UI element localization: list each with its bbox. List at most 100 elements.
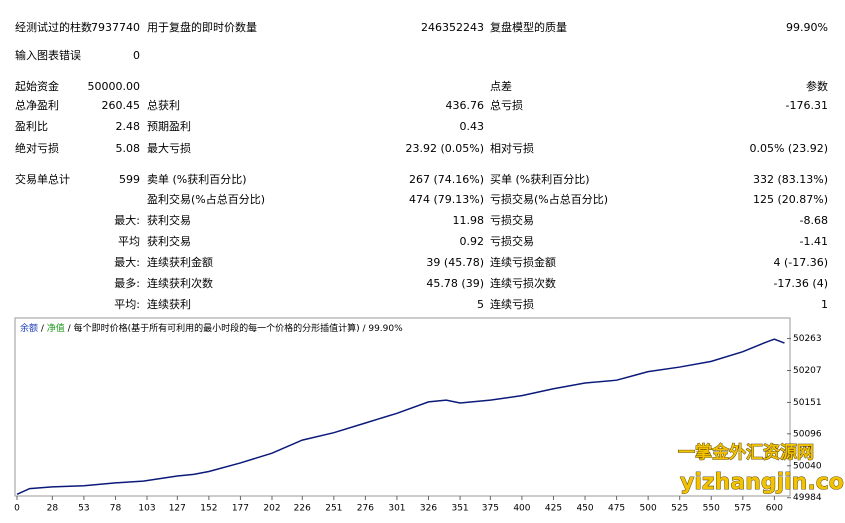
y-tick-label: 50207 [793,366,822,376]
value-cell: 2.48 [115,120,141,133]
value-cell: 最大: [114,214,140,227]
value-cell: 最大: [114,256,140,269]
quality: 99.90% [368,324,403,334]
label-cell: 最大亏损 [147,142,191,155]
label-cell: 连续获利金额 [147,256,213,269]
label-cell: 预期盈利 [147,120,191,133]
y-tick-label: 49984 [793,493,822,503]
x-tick-label: 0 [14,504,20,514]
label-cell: 买单 (%获利百分比) [490,173,590,186]
x-tick-label: 475 [608,504,625,514]
label-cell: 盈利交易(%占总百分比) [147,193,266,206]
value-cell: 7937740 [91,21,140,34]
value-cell: 332 (83.13%) [752,173,828,186]
balance-line [16,338,785,495]
value-cell: 246352243 [421,21,484,34]
value-cell: 436.76 [445,99,485,112]
x-tick-label: 226 [294,504,311,514]
label-cell: 获利交易 [147,235,191,248]
value-cell: 平均 [118,235,140,248]
value-cell: -8.68 [799,214,828,227]
x-tick-label: 550 [703,504,720,514]
x-tick-label: 177 [232,504,249,514]
x-tick-label: 202 [263,504,280,514]
x-tick-label: 575 [734,504,751,514]
label-cell: 相对亏损 [490,142,534,155]
value-cell: 0.05% (23.92) [749,142,828,155]
value-cell: 5.08 [115,142,141,155]
value-cell: 99.90% [786,21,828,34]
x-tick-label: 276 [357,504,374,514]
value-cell: 39 (45.78) [426,256,484,269]
label-cell: 起始资金 [15,80,59,93]
legend-balance: 余额 [20,322,38,334]
plot-frame [14,317,791,497]
value-cell: 267 (74.16%) [408,173,484,186]
label-cell: 盈利比 [15,120,48,133]
value-cell: 599 [119,173,140,186]
label-cell: 复盘模型的质量 [490,21,567,34]
value-cell: 0 [133,49,140,62]
value-cell: -176.31 [785,99,828,112]
x-tick-label: 28 [47,504,59,514]
label-cell: 亏损交易(%占总百分比) [490,193,609,206]
value-cell: 1 [821,298,828,311]
label-cell: 总净盈利 [15,99,59,112]
value-cell: -17.36 (4) [773,277,828,290]
label-cell: 亏损交易 [490,214,534,227]
value-cell: 参数 [806,80,828,93]
label-cell: 亏损交易 [490,235,534,248]
legend: 余额 / 净值 / 每个即时价格(基于所有可利用的最小时段的每一个价格的分形插值… [20,322,403,334]
label-cell: 交易单总计 [15,173,70,186]
value-cell: 23.92 (0.05%) [405,142,484,155]
value-cell: 最多: [114,277,140,290]
value-cell: 50000.00 [87,80,141,93]
label-cell: 总获利 [147,99,180,112]
x-tick-label: 600 [766,504,783,514]
caption: 每个即时价格(基于所有可利用的最小时段的每一个价格的分形插值计算) [74,322,360,334]
value-cell: -1.41 [799,235,828,248]
label-cell: 点差 [490,80,512,93]
value-cell: 474 (79.13%) [408,193,484,206]
label-cell: 连续亏损次数 [490,277,556,290]
label-cell: 总亏损 [490,99,523,112]
x-tick-label: 400 [513,504,530,514]
value-cell: 45.78 (39) [426,277,484,290]
x-tick-label: 78 [110,504,122,514]
label-cell: 获利交易 [147,214,191,227]
label-cell: 经测试过的柱数 [15,21,92,34]
watermark-url: yizhangjin.com [680,470,845,495]
x-tick-label: 425 [545,504,562,514]
label-cell: 用于复盘的即时价数量 [147,21,257,34]
watermark-cn: 一掌金外汇资源网 [678,442,814,463]
x-tick-label: 326 [420,504,437,514]
y-tick-label: 50096 [793,429,822,439]
value-cell: 0.92 [459,235,485,248]
x-tick-label: 127 [169,504,186,514]
x-tick-label: 525 [671,504,688,514]
label-cell: 连续亏损金额 [490,256,556,269]
value-cell: 4 (-17.36) [773,256,828,269]
legend-equity: 净值 [47,322,65,334]
value-cell: 5 [477,298,484,311]
label-cell: 连续亏损 [490,298,534,311]
label-cell: 卖单 (%获利百分比) [147,173,247,186]
x-tick-label: 375 [482,504,499,514]
x-tick-label: 500 [640,504,657,514]
label-cell: 输入图表错误 [15,49,81,62]
value-cell: 260.45 [101,99,141,112]
x-tick-label: 251 [325,504,342,514]
value-cell: 平均: [114,298,140,311]
value-cell: 0.43 [459,120,485,133]
x-tick-label: 152 [200,504,217,514]
x-tick-label: 53 [78,504,89,514]
x-tick-label: 301 [388,504,405,514]
y-tick-label: 50040 [793,461,822,471]
label-cell: 绝对亏损 [15,142,59,155]
y-tick-label: 50151 [793,398,822,408]
x-tick-label: 103 [138,504,155,514]
value-cell: 125 (20.87%) [752,193,828,206]
x-tick-label: 351 [451,504,468,514]
